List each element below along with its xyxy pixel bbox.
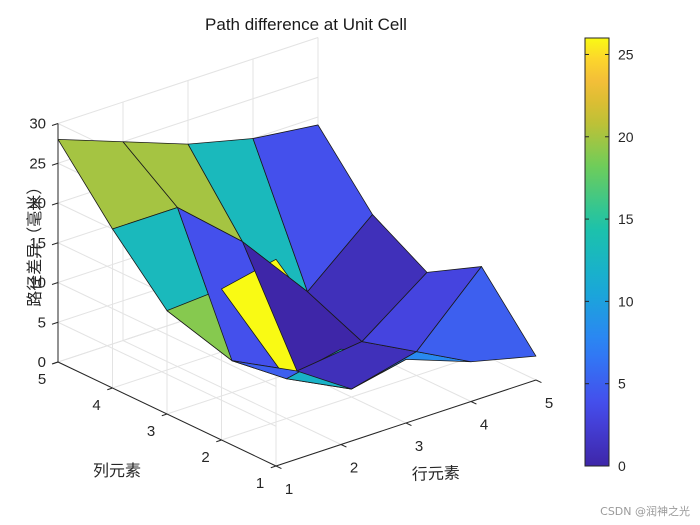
surface-patch bbox=[416, 266, 537, 363]
surface bbox=[57, 124, 537, 390]
colorbar-tick-label: 5 bbox=[618, 376, 626, 392]
x-tick bbox=[405, 422, 412, 427]
x-tick bbox=[340, 444, 347, 448]
z-tick-label: 25 bbox=[29, 155, 46, 172]
y-tick-label: 3 bbox=[147, 423, 155, 440]
watermark: CSDN @润神之光 bbox=[600, 505, 690, 518]
z-tick-label: 15 bbox=[29, 235, 46, 252]
x-tick bbox=[275, 465, 282, 470]
z-tick bbox=[51, 162, 59, 166]
z-tick-label: 0 bbox=[38, 354, 46, 371]
z-tick-label: 5 bbox=[38, 314, 46, 331]
z-tick-label: 10 bbox=[29, 275, 46, 292]
x-tick bbox=[470, 401, 477, 405]
y-axis-label: 列元素 bbox=[93, 462, 141, 480]
colorbar-tick-label: 0 bbox=[618, 458, 626, 474]
colorbar-gradient bbox=[584, 37, 610, 467]
z-tick-label: 20 bbox=[29, 195, 46, 212]
x-tick-label: 5 bbox=[545, 395, 553, 412]
colorbar-tick-label: 15 bbox=[618, 211, 634, 227]
x-axis-label: 行元素 bbox=[412, 464, 461, 484]
y-tick bbox=[161, 413, 168, 417]
x-tick-label: 4 bbox=[480, 417, 488, 434]
z-tick bbox=[51, 202, 59, 206]
x-tick-label: 2 bbox=[350, 460, 358, 477]
y-tick-label: 4 bbox=[92, 397, 100, 414]
grid-line-y bbox=[221, 353, 482, 441]
z-tick bbox=[51, 361, 59, 365]
colorbar-tick-label: 20 bbox=[618, 129, 634, 145]
y-tick-label: 2 bbox=[201, 449, 209, 466]
colorbar-tick-label: 10 bbox=[618, 293, 634, 309]
z-tick bbox=[51, 321, 59, 325]
z-tick bbox=[51, 123, 59, 126]
y-tick bbox=[107, 387, 113, 391]
y-tick bbox=[216, 439, 222, 443]
z-tick-label: 30 bbox=[29, 116, 46, 133]
x-tick-label: 1 bbox=[285, 481, 293, 498]
y-tick-label: 1 bbox=[256, 475, 264, 492]
z-axis-label: 路径差异（毫米） bbox=[25, 179, 44, 307]
chart-title: Path difference at Unit Cell bbox=[205, 15, 407, 34]
x-tick-label: 3 bbox=[415, 438, 423, 455]
x-tick bbox=[535, 379, 542, 384]
colorbar-tick-label: 25 bbox=[618, 46, 634, 62]
y-tick bbox=[270, 465, 277, 469]
z-tick bbox=[51, 282, 59, 285]
surface-plot: 1234512345051015202530行元素列元素路径差异（毫米）Path… bbox=[25, 15, 553, 499]
y-tick-label: 5 bbox=[38, 371, 46, 388]
z-tick bbox=[51, 242, 59, 246]
